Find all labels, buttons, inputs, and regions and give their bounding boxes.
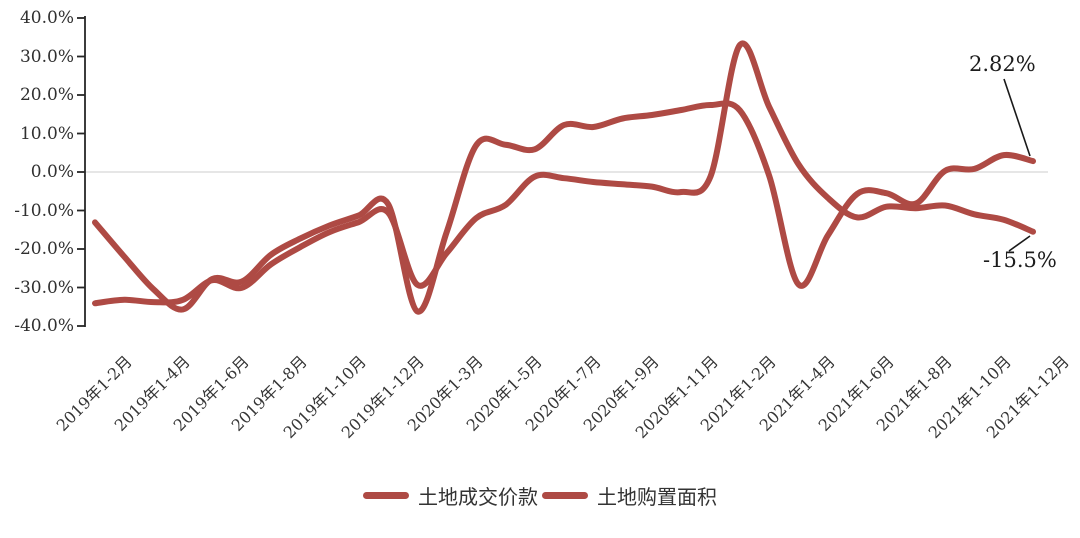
y-axis-label: 10.0%: [19, 123, 74, 144]
y-axis-ticks: [77, 17, 85, 327]
legend: 土地成交价款 土地购置面积: [0, 481, 1080, 510]
series-line-1: [92, 40, 1036, 307]
legend-swatch-area: [542, 492, 588, 499]
y-axis-label: -30.0%: [14, 277, 74, 298]
y-axis-label: 0.0%: [30, 162, 74, 182]
legend-item-value: 土地成交价款: [363, 481, 538, 510]
annotation-leader-line-bottom: [1008, 235, 1031, 252]
annotation-value-end: 2.82%: [969, 52, 1036, 76]
legend-label-value: 土地成交价款: [418, 485, 538, 509]
annotation-leader-line-top: [1003, 78, 1031, 157]
legend-item-area: 土地购置面积: [542, 481, 717, 510]
series-lines: [92, 40, 1036, 315]
y-axis-label: -20.0%: [14, 239, 74, 259]
legend-label-area: 土地购置面积: [597, 485, 717, 509]
y-axis-label: 40.0%: [19, 8, 74, 28]
y-axis-label: 20.0%: [19, 85, 74, 105]
legend-swatch-value: [363, 492, 409, 499]
y-axis-label: -10.0%: [14, 200, 74, 221]
annotation-area-end: -15.5%: [983, 248, 1057, 272]
series-line-0: [92, 100, 1036, 315]
y-axis-label: -40.0%: [14, 316, 74, 336]
y-axis-label: 30.0%: [19, 46, 74, 67]
